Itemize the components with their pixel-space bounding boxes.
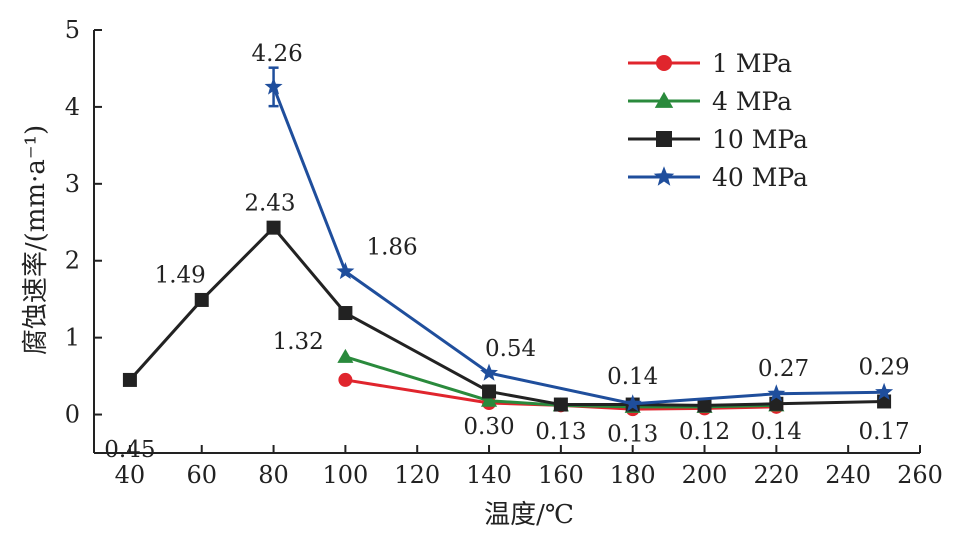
data-point (482, 384, 497, 399)
data-point (264, 77, 283, 95)
series-line (344, 355, 777, 409)
x-tick-label: 220 (753, 461, 799, 489)
legend-label: 1 MPa (712, 49, 792, 78)
data-label: 1.32 (273, 329, 324, 355)
legend-label: 4 MPa (712, 87, 792, 116)
data-point (480, 363, 498, 381)
data-label: 0.13 (535, 419, 586, 445)
data-point (194, 292, 209, 307)
x-tick-label: 180 (610, 461, 656, 489)
data-labels: 0.45 1.49 2.43 4.26 1.86 1.32 0.54 0.30 0.13 0.14… (104, 41, 909, 463)
data-label: 0.14 (607, 364, 658, 390)
y-tick-label: 4 (65, 93, 80, 121)
y-tick-label: 0 (65, 401, 80, 429)
data-point (266, 220, 281, 235)
y-tick-label: 2 (65, 247, 80, 275)
x-tick-label: 160 (538, 461, 584, 489)
series-line (272, 86, 885, 406)
x-tick-label: 120 (394, 461, 440, 489)
data-point (653, 166, 675, 186)
x-tick-label: 40 (115, 461, 146, 489)
data-label: 2.43 (244, 191, 295, 217)
x-tick-label: 80 (258, 461, 289, 489)
data-point (769, 396, 784, 411)
x-tick-label: 240 (825, 461, 871, 489)
x-axis-title: 温度/℃ (484, 500, 574, 530)
data-point (336, 262, 355, 280)
data-point (553, 397, 568, 412)
data-point (877, 394, 892, 409)
data-label: 0.17 (858, 419, 909, 445)
data-point (480, 392, 498, 407)
data-label: 1.86 (366, 235, 417, 261)
data-point (338, 372, 353, 387)
data-label: 0.45 (104, 437, 155, 463)
data-point (767, 384, 786, 402)
data-point (656, 131, 672, 147)
y-axis-title: 腐蚀速率/(mm·a⁻¹) (21, 125, 51, 355)
data-point (338, 306, 353, 321)
x-tick-label: 200 (682, 461, 728, 489)
y-tick-label: 1 (65, 324, 80, 352)
y-tick-label: 3 (65, 170, 80, 198)
data-point (654, 91, 674, 108)
series-line (128, 225, 885, 407)
data-point (656, 55, 672, 71)
legend-item: 4 MPa (628, 87, 792, 116)
data-label: 0.13 (607, 421, 658, 447)
x-tick-label: 140 (466, 461, 512, 489)
data-label: 1.49 (155, 262, 206, 288)
data-label: 0.27 (758, 356, 809, 382)
x-tick-label: 100 (322, 461, 368, 489)
legend: 1 MPa 4 MPa 10 MPa 40 MPa (628, 49, 808, 192)
data-label: 4.26 (252, 41, 303, 67)
data-label: 0.29 (858, 355, 909, 381)
x-tick-label: 60 (186, 461, 217, 489)
x-tick-label: 260 (897, 461, 943, 489)
data-point (697, 398, 712, 413)
legend-label: 10 MPa (712, 125, 808, 154)
legend-label: 40 MPa (712, 163, 808, 192)
data-label: 0.12 (679, 419, 730, 445)
data-label: 0.30 (463, 414, 514, 440)
axes: 40 60 80 100 120 140 160 180 200 220 240 260 0 1 2 3 4 5 (65, 16, 943, 489)
legend-item: 1 MPa (628, 49, 792, 78)
series-40-mpa (264, 66, 894, 412)
data-label: 0.14 (751, 419, 802, 445)
data-point (122, 372, 137, 387)
data-label: 0.54 (485, 336, 536, 362)
y-tick-label: 5 (65, 16, 80, 44)
series-10-mpa (122, 220, 892, 413)
legend-item: 40 MPa (628, 163, 808, 192)
data-point (875, 382, 894, 400)
legend-item: 10 MPa (628, 125, 808, 154)
data-point (623, 394, 642, 412)
data-point (337, 348, 354, 363)
series-layer (122, 66, 894, 417)
